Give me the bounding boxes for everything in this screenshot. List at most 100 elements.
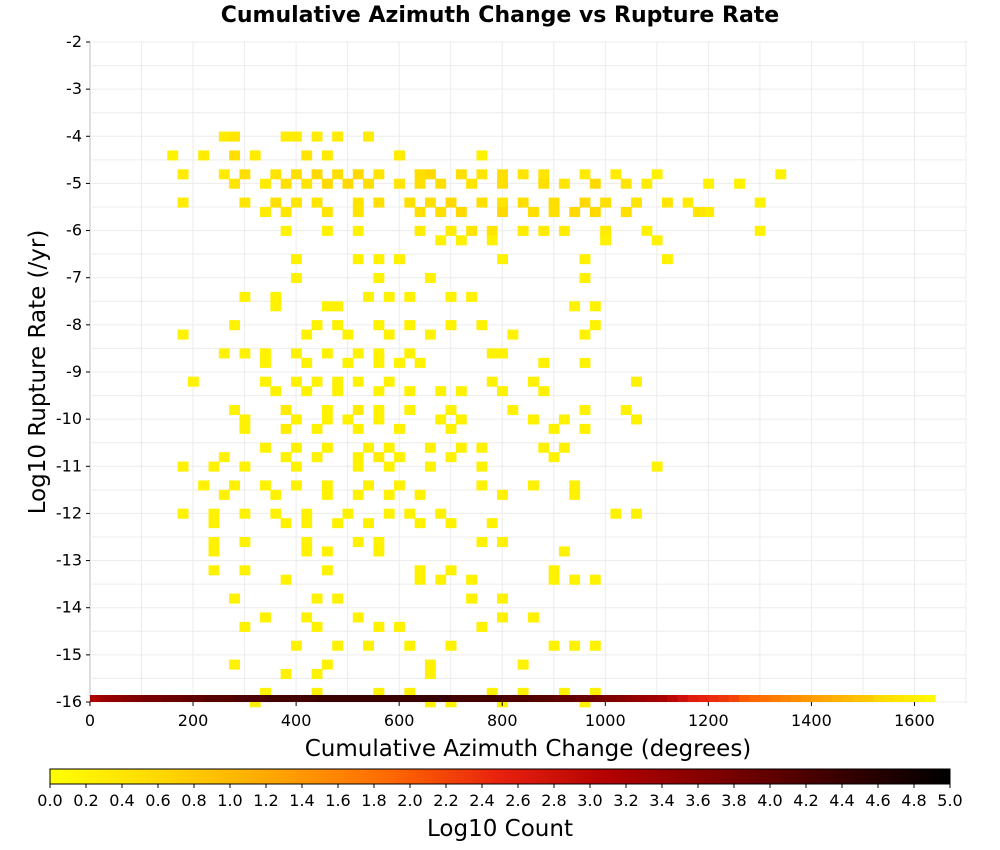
heatmap-cell [558, 225, 570, 236]
heatmap-cell [218, 169, 230, 180]
heatmap-cell-bottom-row [893, 695, 905, 702]
heatmap-cell [538, 178, 550, 189]
heatmap-cell [260, 357, 271, 368]
heatmap-cell [424, 169, 436, 180]
heatmap-cell [373, 254, 385, 265]
heatmap-cell [363, 640, 375, 651]
heatmap-cell [208, 461, 220, 472]
heatmap-cell [290, 376, 302, 387]
heatmap-cell [290, 169, 302, 180]
heatmap-cell [383, 508, 395, 519]
heatmap-cell [548, 452, 560, 463]
heatmap-cell [363, 178, 375, 189]
heatmap-cell-bottom-row [203, 695, 215, 702]
heatmap-cell [528, 480, 539, 491]
heatmap-cell [270, 301, 282, 312]
colorbar-label: Log10 Count [427, 816, 573, 842]
heatmap-cell [435, 235, 447, 246]
heatmap-cell [229, 405, 241, 416]
heatmap-cell [476, 480, 488, 491]
heatmap-cell [641, 225, 653, 236]
heatmap-cell [373, 273, 385, 284]
heatmap-cell-bottom-row [564, 695, 575, 702]
heatmap-cell [476, 621, 488, 632]
heatmap-cell [311, 131, 323, 142]
y-tick-label: -4 [66, 126, 82, 145]
colorbar-tick-label: 5.0 [937, 791, 962, 810]
heatmap-cell [270, 386, 282, 397]
heatmap-cell [466, 593, 478, 604]
heatmap-cell [373, 405, 385, 416]
heatmap-cell [301, 386, 313, 397]
heatmap-cell [352, 207, 364, 218]
heatmap-cell [239, 565, 251, 576]
heatmap-cell [455, 442, 467, 453]
heatmap-cell [703, 178, 715, 189]
y-tick-label: -14 [56, 598, 82, 617]
heatmap-cell [548, 197, 560, 208]
x-tick-label: 1400 [791, 711, 832, 730]
heatmap-cell-bottom-row [409, 695, 421, 702]
heatmap-cell [600, 197, 612, 208]
heatmap-cell [352, 169, 364, 180]
heatmap-cell-bottom-row [491, 695, 503, 702]
heatmap-cell [332, 640, 344, 651]
heatmap-cell [260, 480, 271, 491]
heatmap-cell [445, 320, 457, 331]
heatmap-cell-bottom-row [698, 695, 709, 702]
colorbar-tick-label: 4.4 [829, 791, 854, 810]
heatmap-cell [486, 376, 498, 387]
heatmap-cell [538, 225, 550, 236]
heatmap-cell [497, 612, 508, 623]
heatmap-cell [352, 537, 364, 548]
heatmap-cell [229, 593, 241, 604]
heatmap-cell [497, 348, 508, 359]
colorbar-tick-label: 3.8 [721, 791, 746, 810]
heatmap-cell [754, 197, 766, 208]
heatmap-cell-bottom-row [450, 695, 462, 702]
heatmap-cell [538, 169, 550, 180]
heatmap-cell [290, 461, 302, 472]
heatmap-cell-bottom-row [852, 695, 864, 702]
heatmap-cell [373, 197, 385, 208]
heatmap-cell-bottom-row [574, 695, 586, 702]
heatmap-cell-bottom-row [862, 695, 874, 702]
heatmap-cell-bottom-row [378, 695, 390, 702]
heatmap-cell [373, 546, 385, 557]
heatmap-cell [445, 518, 457, 529]
heatmap-cell [558, 414, 570, 425]
heatmap-cell [280, 423, 292, 434]
heatmap-cell [342, 508, 354, 519]
heatmap-cell [280, 669, 292, 680]
heatmap-cell [579, 197, 591, 208]
heatmap-cell [497, 207, 508, 218]
heatmap-cell [321, 405, 333, 416]
heatmap-cell [404, 508, 416, 519]
heatmap-cell [321, 301, 333, 312]
heatmap-cell [466, 225, 478, 236]
heatmap-cell [424, 697, 436, 708]
colorbar-tick-label: 3.4 [649, 791, 674, 810]
heatmap-cell [651, 169, 663, 180]
heatmap-cell-bottom-row [275, 695, 287, 702]
heatmap-cell [321, 225, 333, 236]
colorbar-tick-label: 0.2 [73, 791, 98, 810]
colorbar-tick-label: 4.0 [757, 791, 782, 810]
heatmap-cell [692, 207, 704, 218]
colorbar-tick-label: 1.2 [253, 791, 278, 810]
heatmap-cell [260, 376, 271, 387]
heatmap-cell [290, 480, 302, 491]
heatmap-cell [538, 386, 550, 397]
heatmap-cell [280, 452, 292, 463]
heatmap-cell-bottom-row [347, 695, 359, 702]
heatmap-cell [579, 357, 591, 368]
heatmap-cell [301, 508, 313, 519]
heatmap-cell [569, 489, 581, 500]
y-tick-label: -6 [66, 221, 82, 240]
heatmap-cell [579, 169, 591, 180]
grid-lines [90, 41, 967, 703]
x-tick-label: 200 [178, 711, 209, 730]
heatmap-cell [239, 621, 251, 632]
heatmap-cell [424, 442, 436, 453]
heatmap-cell [476, 442, 488, 453]
